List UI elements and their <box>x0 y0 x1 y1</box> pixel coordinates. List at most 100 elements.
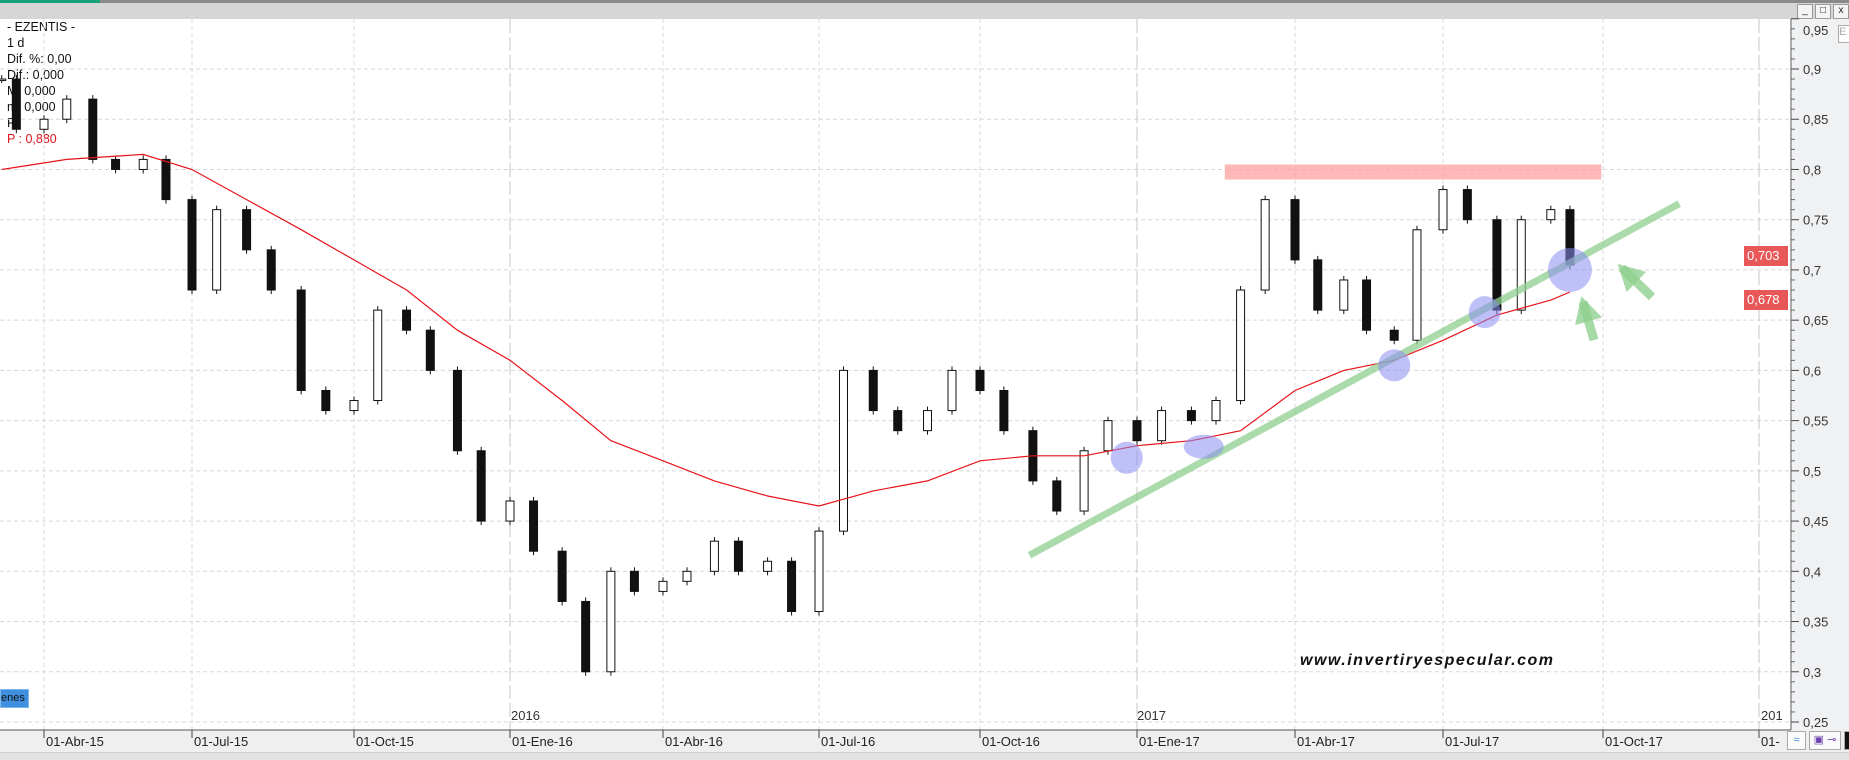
chart-icon[interactable]: ≈ <box>1787 731 1806 750</box>
candle-body <box>1290 199 1300 261</box>
x-tick-label: 01-Ene-17 <box>1139 734 1200 749</box>
horizontal-scrollbar[interactable] <box>0 752 1849 760</box>
candle-body <box>709 540 719 572</box>
date-axis-panel <box>0 730 1849 752</box>
candle-body <box>839 369 848 532</box>
candle-body <box>606 570 616 673</box>
x-tick-label: 01-Abr-17 <box>1297 734 1355 749</box>
y-tick-label: 0,45 <box>1803 514 1828 529</box>
y-tick-label: 0,95 <box>1803 23 1828 38</box>
color-swatch[interactable] <box>1844 731 1849 750</box>
candle-body <box>1157 410 1167 442</box>
candle-body <box>682 570 692 582</box>
y-tick-label: 0,9 <box>1803 62 1821 77</box>
y-tick-label: 0,25 <box>1803 715 1828 730</box>
candle-body <box>947 369 957 412</box>
candle-body <box>1412 229 1422 341</box>
candle-body <box>999 389 1009 432</box>
y-tick-label: 0,6 <box>1803 363 1821 378</box>
candle-body <box>161 158 171 201</box>
candle-body <box>733 540 743 572</box>
arrow-icon-up-head <box>1575 296 1603 326</box>
year-label-2017: 2017 <box>1137 708 1166 723</box>
candle-body <box>1236 289 1246 402</box>
x-tick-label: 01-Ene-16 <box>512 734 573 749</box>
expand-box[interactable]: E <box>1838 25 1849 43</box>
candle-body <box>402 309 412 331</box>
candle-body <box>425 329 435 371</box>
candle-body <box>349 400 359 412</box>
candle-body <box>1492 219 1502 311</box>
candle-body <box>1389 329 1399 341</box>
watermark-text: www.invertiryespecular.com <box>1300 652 1555 669</box>
candle-body <box>1186 410 1196 422</box>
y-tick-label: 0,35 <box>1803 615 1828 630</box>
y-tick-label: 0,55 <box>1803 414 1828 429</box>
x-tick-label: 01- <box>1761 734 1780 749</box>
annotations-front <box>1027 200 1681 559</box>
x-tick-label: 01-Jul-16 <box>821 734 876 749</box>
period-label: 1 d <box>6 36 25 50</box>
candle-body <box>1438 189 1448 231</box>
year-label-2016: 2016 <box>511 708 540 723</box>
y-tick-label: 0,7 <box>1803 263 1821 278</box>
y-tick-label: 0,5 <box>1803 464 1821 479</box>
close-button[interactable]: x <box>1833 4 1849 19</box>
candle-body <box>1516 219 1526 311</box>
window-buttons: _ □ x <box>1797 4 1849 19</box>
candle-body <box>111 158 121 170</box>
touch-point-circle <box>1183 434 1224 459</box>
axes: 0,25 0,3 0,35 0,4 0,45 0,5 0,55 0,6 0,65 0,7 0,75 0… <box>0 18 1828 738</box>
active-tab-indicator[interactable] <box>0 0 100 3</box>
candle-body <box>266 249 276 291</box>
x-tick-label: 01-Oct-15 <box>356 734 414 749</box>
candle-body <box>1052 480 1062 512</box>
candle-body <box>787 560 797 612</box>
candle-body <box>187 199 197 291</box>
candle-body <box>452 369 462 452</box>
candle-body <box>814 530 824 612</box>
candle-body <box>658 580 668 592</box>
save-icon[interactable]: ▣ ⊸ <box>1809 731 1841 750</box>
minimize-button[interactable]: _ <box>1797 4 1813 19</box>
legend-tag[interactable]: enes <box>0 689 29 708</box>
y-tick-label: 0,3 <box>1803 665 1821 680</box>
touch-point-circle <box>1547 247 1592 292</box>
candle-body <box>0 78 7 82</box>
candle-body <box>1103 420 1113 452</box>
candle-body <box>88 98 98 160</box>
candle-body <box>763 560 773 572</box>
x-tick-label: 01-Jul-15 <box>194 734 249 749</box>
candle-body <box>629 570 639 592</box>
price-axis-panel <box>1792 19 1849 730</box>
candle-body <box>1260 199 1270 291</box>
candle-body <box>296 289 306 391</box>
candle-body <box>529 500 539 552</box>
touch-point-circle <box>1110 441 1143 474</box>
candle-body <box>557 550 567 602</box>
chart-header: - EZENTIS - 1 d Dif. %: 0,00 Dif.: 0,000… <box>0 3 1849 146</box>
candle-body <box>923 410 932 432</box>
candle-body <box>1211 400 1221 422</box>
x-tick-label: 01-Oct-16 <box>982 734 1040 749</box>
candle-body <box>1313 259 1323 311</box>
candle-body <box>212 209 222 291</box>
dif-pct-label: Dif. %: 0,00 <box>6 52 72 66</box>
candle-body <box>975 369 985 391</box>
candle-body <box>321 389 331 412</box>
x-tick-label: 01-Abr-16 <box>665 734 723 749</box>
candle-body <box>373 309 383 402</box>
y-tick-label: 0,8 <box>1803 162 1821 177</box>
touch-point-circle <box>1468 296 1501 329</box>
candle-body <box>505 500 515 522</box>
maximize-button[interactable]: □ <box>1815 4 1831 19</box>
candle-body <box>476 450 486 522</box>
year-label-2018: 201 <box>1761 708 1783 723</box>
candle-body <box>1132 420 1142 442</box>
x-tick-label: 01-Jul-17 <box>1445 734 1500 749</box>
y-tick-label: 0,75 <box>1803 213 1828 228</box>
last-price-tag: 0,703 <box>1744 246 1788 266</box>
annotations-back <box>1224 164 1602 180</box>
grid <box>0 19 1791 730</box>
